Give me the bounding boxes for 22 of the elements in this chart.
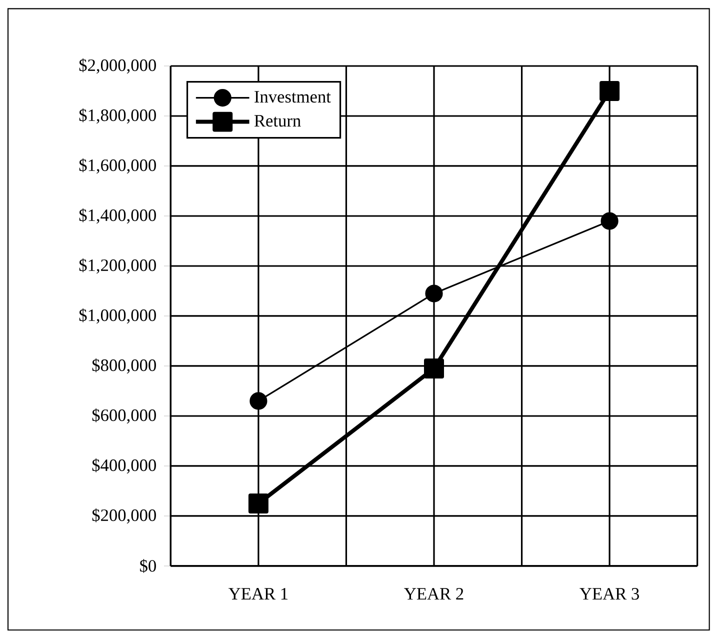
x-tick-label: YEAR 2 — [404, 588, 464, 600]
y-tick-label: $1,200,000 — [79, 258, 156, 274]
y-tick-label: $400,000 — [92, 458, 156, 474]
y-tick-label: $200,000 — [92, 508, 156, 524]
point — [600, 212, 618, 230]
legend-label: Return — [254, 115, 301, 127]
y-tick-label: $1,000,000 — [79, 308, 156, 324]
point — [424, 358, 444, 378]
y-tick-label: $1,800,000 — [79, 108, 156, 124]
point — [425, 284, 443, 302]
y-tick-label: $600,000 — [92, 408, 156, 424]
y-tick-label: $2,000,000 — [79, 58, 156, 74]
x-tick-label: YEAR 3 — [580, 588, 639, 600]
point — [248, 493, 268, 514]
point — [250, 392, 268, 410]
y-tick-label: $800,000 — [92, 358, 156, 374]
x-tick-label: YEAR 1 — [228, 588, 288, 600]
y-tick-label: $0 — [140, 559, 156, 573]
y-tick-label: $1,400,000 — [79, 208, 156, 224]
legend-label: Investment — [254, 91, 331, 103]
y-tick-label: $1,600,000 — [79, 158, 156, 174]
point — [600, 80, 620, 101]
